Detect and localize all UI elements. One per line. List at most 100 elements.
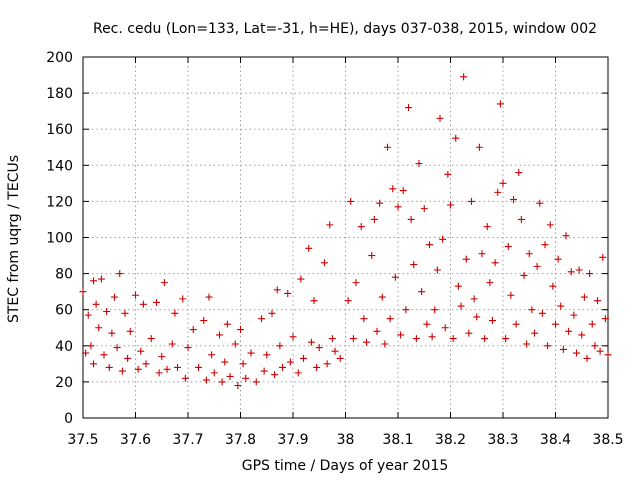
data-point <box>163 365 171 373</box>
y-tick-label: 160 <box>46 122 73 138</box>
data-point <box>307 338 315 346</box>
data-point <box>494 188 502 196</box>
data-point <box>300 354 307 362</box>
data-point <box>357 223 365 231</box>
data-point <box>465 329 473 337</box>
data-point <box>116 270 124 278</box>
data-point <box>221 358 229 366</box>
data-point <box>452 134 460 142</box>
data-point <box>468 197 475 205</box>
data-point <box>124 354 132 362</box>
data-point <box>457 302 465 310</box>
data-point <box>121 309 129 317</box>
data-points <box>79 73 612 390</box>
data-point <box>491 259 499 267</box>
data-point <box>87 342 95 350</box>
data-point <box>583 354 591 362</box>
data-point <box>447 201 454 209</box>
data-point <box>82 349 90 357</box>
data-point <box>344 297 352 305</box>
data-point <box>231 340 239 348</box>
data-point <box>223 320 231 328</box>
data-point <box>273 286 281 294</box>
data-point <box>79 288 87 296</box>
grid-lines <box>83 57 608 418</box>
data-point <box>189 326 197 334</box>
data-point <box>294 369 302 377</box>
data-point <box>405 104 412 112</box>
data-point <box>326 221 334 229</box>
data-point <box>260 367 268 375</box>
y-tick-label: 180 <box>46 86 73 102</box>
data-point <box>407 215 415 223</box>
data-point <box>475 143 483 151</box>
data-point <box>541 241 549 249</box>
data-point <box>155 369 163 377</box>
data-point <box>552 320 559 328</box>
data-point <box>349 335 357 343</box>
axis-ticks <box>82 56 609 419</box>
data-point <box>328 335 336 343</box>
data-point <box>284 289 292 297</box>
data-point <box>507 291 515 299</box>
data-point <box>470 295 478 303</box>
y-tick-label: 140 <box>46 158 73 174</box>
x-tick-label: 37.8 <box>225 432 256 448</box>
data-point <box>520 271 528 279</box>
data-point <box>276 342 284 350</box>
data-point <box>160 279 168 287</box>
data-point <box>181 374 189 382</box>
data-point <box>216 331 223 339</box>
data-point <box>402 306 410 314</box>
data-point <box>578 331 586 339</box>
data-point <box>486 279 494 287</box>
data-point <box>594 297 601 305</box>
data-point <box>321 259 328 267</box>
data-point <box>279 363 286 371</box>
data-point <box>536 199 544 207</box>
data-point <box>586 270 594 278</box>
data-point <box>591 342 599 350</box>
data-point <box>118 367 126 375</box>
data-point <box>263 351 271 359</box>
data-point <box>132 291 139 299</box>
x-tick-label: 38.5 <box>592 432 623 448</box>
data-point <box>247 349 255 357</box>
x-tick-label: 37.9 <box>277 432 308 448</box>
data-point <box>599 253 607 261</box>
data-point <box>546 221 554 229</box>
data-point <box>588 320 596 328</box>
data-point <box>258 315 265 323</box>
data-point <box>90 360 97 368</box>
data-point <box>565 327 573 335</box>
data-point <box>460 73 468 81</box>
data-point <box>289 333 297 341</box>
data-point <box>315 344 323 352</box>
x-tick-labels: 37.5 37.6 37.7 37.8 37.9 38 38.1 38.2 38.3 38.4 38… <box>67 432 623 448</box>
data-point <box>142 360 150 368</box>
x-axis-label: GPS time / Days of year 2015 <box>242 458 449 474</box>
data-point <box>412 335 420 343</box>
data-point <box>242 374 250 382</box>
data-point <box>444 170 452 178</box>
data-point <box>399 187 407 195</box>
data-point <box>499 179 507 187</box>
data-point <box>205 293 213 301</box>
data-point <box>108 329 116 337</box>
y-tick-labels: 0 20 40 60 80 100 120 140 160 180 200 <box>46 50 73 427</box>
data-point <box>100 351 108 359</box>
data-point <box>95 324 103 332</box>
data-point <box>376 199 384 207</box>
data-point <box>454 282 462 290</box>
data-point <box>168 340 176 348</box>
data-point <box>331 347 339 355</box>
data-point <box>515 169 523 177</box>
data-point <box>202 376 210 384</box>
data-point <box>147 335 155 343</box>
y-tick-label: 100 <box>46 231 73 247</box>
data-point <box>554 255 562 263</box>
data-point <box>352 279 360 287</box>
data-point <box>378 293 386 301</box>
data-point <box>436 114 444 122</box>
data-point <box>601 315 609 323</box>
